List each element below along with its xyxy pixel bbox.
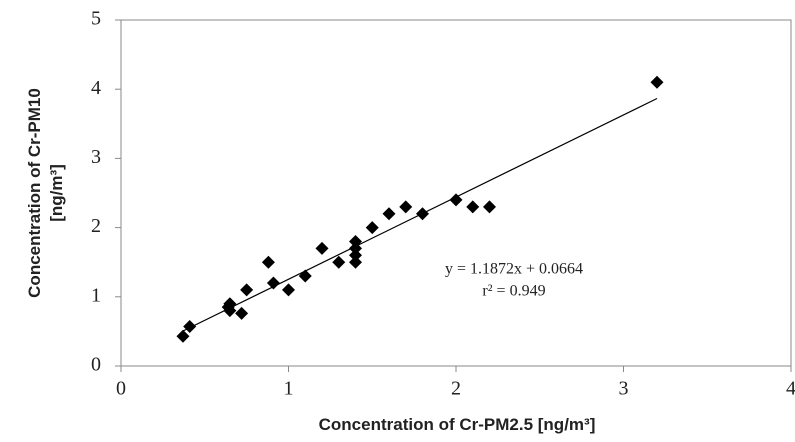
point [349, 234, 362, 248]
point [223, 297, 237, 311]
x-tick-label: 1 [284, 378, 294, 400]
point [349, 255, 362, 269]
y-tick-label: 2 [91, 215, 101, 237]
y-axis-title: [ng/m³] [47, 164, 66, 222]
plot-frame [120, 19, 792, 367]
point [382, 207, 396, 221]
x-tick-label: 4 [786, 378, 795, 400]
point [235, 306, 249, 320]
y-tick-label: 5 [91, 8, 101, 30]
point [349, 248, 362, 262]
r-squared: r² = 0.949 [482, 283, 545, 300]
point [399, 200, 413, 214]
point [298, 269, 312, 283]
x-axis-title: Concentration of Cr-PM2.5 [ng/m³] [319, 415, 596, 434]
point [449, 193, 463, 207]
point [261, 255, 275, 269]
y-tick-label: 4 [91, 77, 101, 99]
point [466, 200, 480, 214]
y-tick-label: 3 [91, 146, 101, 168]
point [282, 283, 295, 297]
point [183, 320, 197, 334]
point [176, 329, 190, 343]
equation: y = 1.1872x + 0.0664 [445, 261, 583, 278]
point [315, 241, 329, 255]
point [650, 75, 664, 89]
point [416, 207, 429, 221]
x-tick-label: 0 [116, 378, 126, 400]
point [332, 255, 346, 269]
x-tick-label: 3 [619, 378, 629, 400]
y-tick-label: 1 [91, 284, 101, 306]
point [365, 221, 379, 235]
point [349, 241, 362, 255]
y-axis-title: Concentration of Cr-PM10 [25, 88, 44, 298]
point [266, 276, 280, 290]
x-tick-label: 2 [451, 378, 461, 400]
point [240, 283, 254, 297]
point [223, 304, 237, 318]
point [483, 200, 496, 214]
y-tick-label: 0 [91, 354, 101, 376]
